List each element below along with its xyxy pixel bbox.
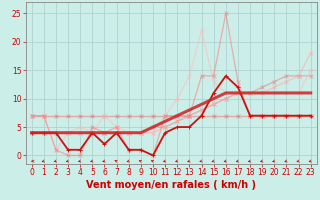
X-axis label: Vent moyen/en rafales ( km/h ): Vent moyen/en rafales ( km/h ) — [86, 180, 256, 190]
